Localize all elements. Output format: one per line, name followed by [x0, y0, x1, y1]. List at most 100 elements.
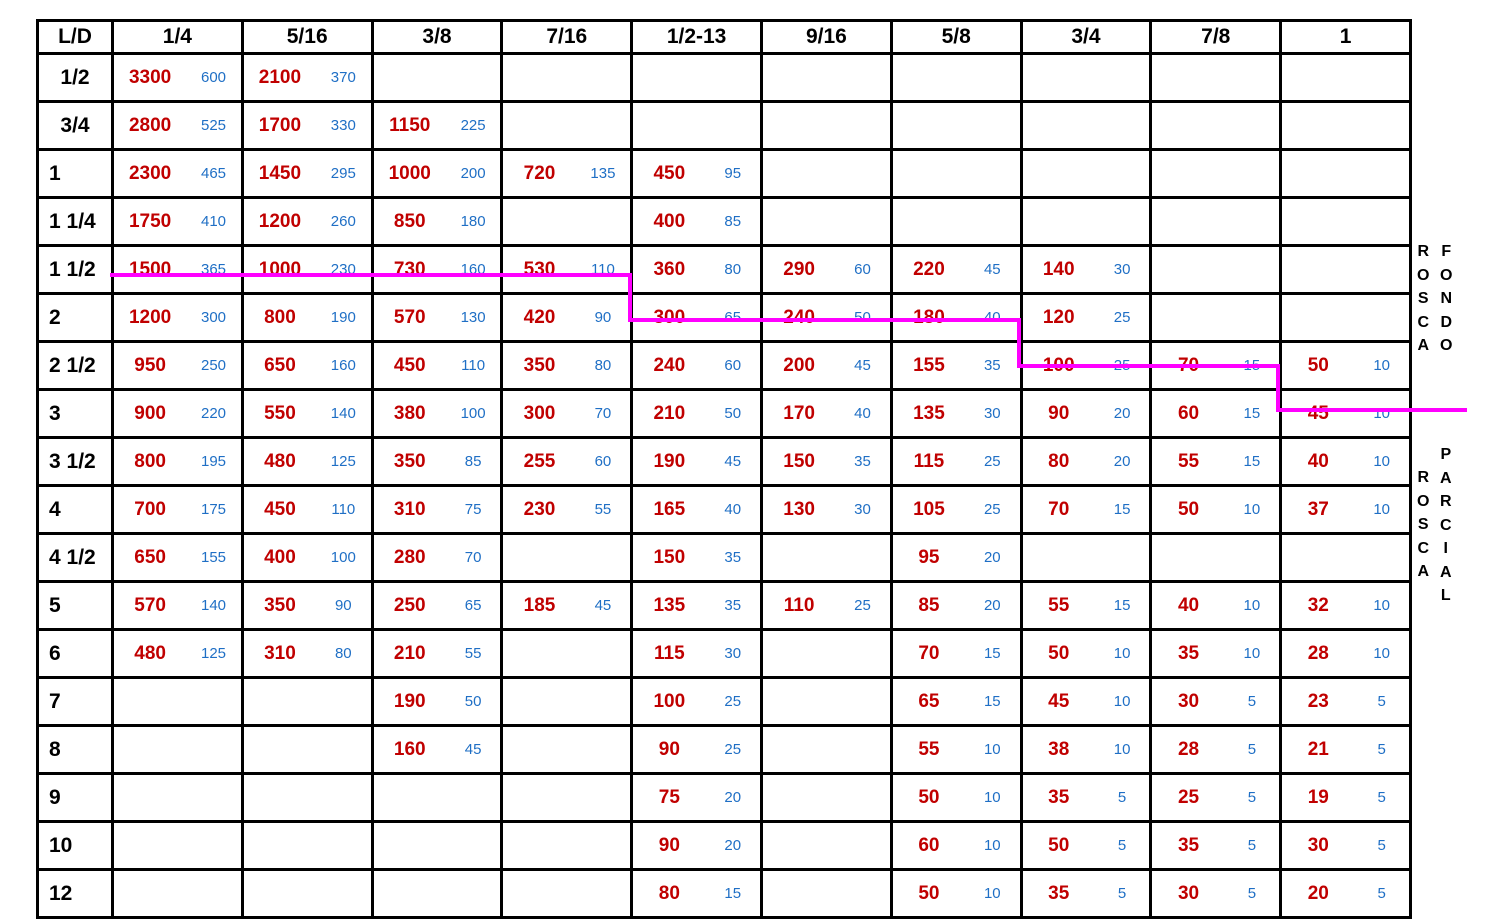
primary-value: 50 [918, 882, 940, 904]
primary-value: 220 [913, 258, 945, 280]
secondary-value: 260 [330, 213, 356, 230]
table-cell [111, 772, 244, 823]
secondary-value: 10 [983, 885, 1001, 902]
secondary-value: 10 [1243, 501, 1261, 518]
secondary-value: 30 [1113, 261, 1131, 278]
secondary-value: 25 [724, 741, 742, 758]
table-cell: 50 5 [1019, 820, 1153, 871]
primary-value: 255 [523, 450, 556, 472]
primary-value: 150 [783, 450, 815, 472]
table-cell [111, 724, 244, 775]
row-label: 1/2 [36, 52, 114, 103]
secondary-value: 65 [464, 597, 482, 614]
vertical-letter: O [1417, 492, 1430, 510]
table-cell: 530 110 [500, 244, 634, 295]
table-cell: 32 10 [1279, 580, 1412, 631]
primary-value: 160 [393, 738, 426, 760]
primary-value: 140 [1042, 258, 1075, 280]
table-cell [1149, 532, 1283, 583]
table-cell: 165 40 [630, 484, 763, 535]
secondary-value: 20 [1113, 453, 1131, 470]
table-cell [370, 52, 504, 103]
primary-value: 210 [653, 402, 686, 424]
table-cell [500, 196, 634, 247]
table-cell: 1450 295 [240, 148, 374, 199]
table-cell: 1500 365 [111, 244, 244, 295]
table-cell: 360 80 [630, 244, 763, 295]
vertical-letter: C [1417, 539, 1429, 557]
table-cell: 1150 225 [370, 100, 504, 151]
secondary-value: 25 [983, 501, 1001, 518]
table-cell [1149, 292, 1283, 343]
primary-value: 105 [913, 498, 945, 520]
table-cell [1019, 100, 1153, 151]
table-cell [500, 772, 634, 823]
table-cell [630, 100, 763, 151]
table-cell: 65 15 [889, 676, 1023, 727]
primary-value: 135 [913, 402, 945, 424]
table-cell [759, 724, 893, 775]
table-cell: 50 10 [889, 868, 1023, 919]
table-cell: 37 10 [1279, 484, 1412, 535]
secondary-value: 25 [983, 453, 1001, 470]
secondary-value: 45 [594, 597, 612, 614]
table-cell: 450 95 [630, 148, 763, 199]
primary-value: 45 [1048, 690, 1070, 712]
primary-value: 32 [1307, 594, 1329, 616]
table-cell: 2300 465 [111, 148, 244, 199]
row-label: 2 [36, 292, 114, 343]
table-cell: 800 190 [240, 292, 374, 343]
secondary-value: 30 [983, 405, 1001, 422]
table-cell: 40 10 [1279, 436, 1412, 487]
secondary-value: 20 [983, 597, 1001, 614]
primary-value: 95 [918, 546, 940, 568]
table-cell [1279, 196, 1412, 247]
primary-value: 25 [1177, 786, 1200, 808]
primary-value: 180 [913, 306, 945, 328]
secondary-value: 5 [1247, 837, 1257, 854]
primary-value: 20 [1307, 882, 1329, 904]
primary-value: 730 [393, 258, 426, 280]
primary-value: 90 [1048, 402, 1070, 424]
vertical-letter: R [1440, 493, 1452, 510]
secondary-value: 5 [1377, 789, 1386, 806]
table-cell: 3300 600 [111, 52, 244, 103]
table-cell: 60 15 [1149, 388, 1283, 439]
primary-value: 70 [918, 642, 940, 664]
primary-value: 45 [1307, 402, 1329, 424]
primary-value: 480 [264, 450, 296, 472]
table-cell: 30 5 [1279, 820, 1412, 871]
secondary-value: 10 [983, 741, 1001, 758]
primary-value: 800 [264, 306, 296, 328]
table-cell: 60 10 [889, 820, 1023, 871]
table-cell: 400 100 [240, 532, 374, 583]
table-cell [370, 820, 504, 871]
table-cell [1279, 532, 1412, 583]
primary-value: 50 [918, 786, 940, 808]
table-cell: 135 35 [630, 580, 763, 631]
secondary-value: 80 [334, 645, 352, 662]
secondary-value: 80 [594, 357, 612, 374]
secondary-value: 410 [201, 213, 227, 230]
table-cell: 650 160 [240, 340, 374, 391]
column-header: 7/16 [500, 19, 634, 55]
table-cell: 190 45 [630, 436, 763, 487]
vertical-letter: S [1417, 290, 1429, 307]
vertical-letter: I [1443, 540, 1448, 557]
table-cell [1279, 244, 1412, 295]
primary-value: 50 [1048, 642, 1070, 664]
primary-value: 720 [523, 162, 556, 184]
header-row: L/D 1/4 5/16 3/8 7/16 1/2-13 9/16 5/8 3/4 7/8 1 [36, 19, 1412, 55]
row-label: 3 [36, 388, 114, 439]
secondary-value: 95 [724, 165, 742, 182]
primary-value: 38 [1048, 738, 1070, 760]
secondary-value: 5 [1247, 693, 1257, 710]
primary-value: 50 [1177, 498, 1200, 520]
table-row: 1 1/4 1750 410 1200 260 850 180 400 85 [36, 196, 1412, 247]
table-cell: 90 20 [630, 820, 763, 871]
row-label: 5 [36, 580, 114, 631]
table-row: 10 90 20 60 10 50 5 35 5 30 5 [36, 820, 1412, 871]
vertical-letter: P [1440, 446, 1452, 463]
